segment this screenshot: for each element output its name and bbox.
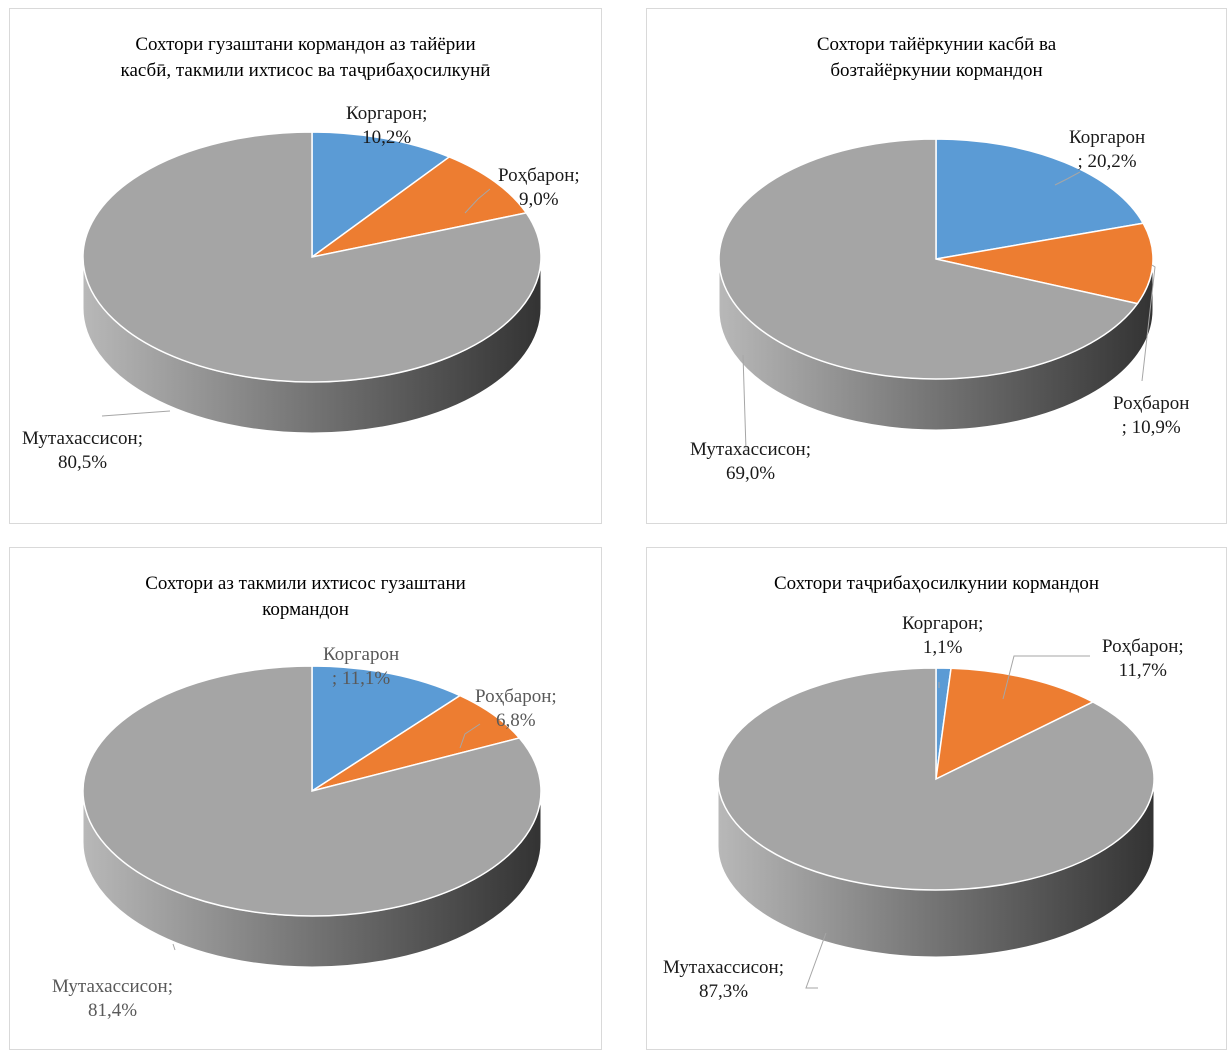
slice-specialists bbox=[82, 131, 542, 383]
chart-title: Сохтори тайёркунии касбӣ ва бозтайёркуни… bbox=[647, 32, 1226, 84]
slice-managers bbox=[935, 667, 1095, 781]
data-label-specialists: Мутахассисон; 69,0% bbox=[690, 439, 811, 484]
data-label-workers: Коргарон; 10,2% bbox=[346, 103, 428, 148]
data-label-specialists: Мутахассисон; 80,5% bbox=[22, 428, 143, 473]
chart-title-line-1: Сохтори таҷрибаҳосилкунии кормандон bbox=[773, 573, 1100, 594]
data-label-workers: Коргарон; 11,1% bbox=[323, 644, 400, 689]
chart-title-line-1: Сохтори тайёркунии касбӣ ва bbox=[816, 34, 1057, 55]
slice-workers bbox=[311, 131, 451, 259]
leader-line bbox=[101, 410, 171, 417]
chart-title: Сохтори таҷрибаҳосилкунии кормандон bbox=[647, 571, 1226, 597]
pie-chart-panel-4: Сохтори таҷрибаҳосилкунии кормандон Корг… bbox=[646, 547, 1227, 1050]
data-label-managers: Роҳбарон; 9,0% bbox=[498, 165, 580, 210]
pie-chart-svg bbox=[717, 655, 1155, 989]
leader-line bbox=[805, 932, 827, 989]
leader-line bbox=[1141, 264, 1156, 382]
data-label-workers: Коргарон; 20,2% bbox=[1069, 127, 1146, 172]
pie-chart-panel-2: Сохтори тайёркунии касбӣ ва бозтайёркуни… bbox=[646, 8, 1227, 524]
slice-specialists bbox=[82, 665, 542, 917]
slice-specialists bbox=[718, 138, 1139, 380]
leader-line bbox=[464, 188, 491, 214]
pie-chart-panel-1: Сохтори гузаштани кормандон аз тайёрии к… bbox=[9, 8, 602, 524]
chart-title-line-2: кормандон bbox=[262, 599, 349, 620]
pie-chart-svg bbox=[718, 138, 1156, 451]
data-label-specialists: Мутахассисон; 87,3% bbox=[663, 957, 784, 1002]
slice-workers bbox=[311, 665, 462, 793]
chart-title-line-2: касбӣ, такмили ихтисос ва таҷрибаҳосилку… bbox=[120, 60, 491, 81]
pie-chart-svg bbox=[82, 131, 542, 434]
chart-title-line-1: Сохтори аз такмили ихтисос гузаштани bbox=[145, 573, 466, 594]
chart-title-line-1: Сохтори гузаштани кормандон аз тайёрии bbox=[135, 34, 476, 55]
leader-line bbox=[459, 723, 481, 749]
data-label-workers: Коргарон; 1,1% bbox=[902, 613, 984, 658]
slice-managers bbox=[311, 156, 528, 258]
chart-title: Сохтори гузаштани кормандон аз тайёрии к… bbox=[10, 32, 601, 84]
chart-title: Сохтори аз такмили ихтисос гузаштани кор… bbox=[10, 571, 601, 623]
leader-line bbox=[1002, 655, 1090, 700]
slice-specialists bbox=[717, 667, 1155, 891]
pie-chart-panel-3: Сохтори аз такмили ихтисос гузаштани кор… bbox=[9, 547, 602, 1050]
pie-chart-svg bbox=[82, 665, 542, 968]
chart-title-line-2: бозтайёркунии кормандон bbox=[830, 60, 1043, 81]
data-label-managers: Роҳбарон; 6,8% bbox=[475, 686, 557, 731]
data-label-managers: Роҳбарон; 11,7% bbox=[1102, 636, 1184, 681]
slice-workers bbox=[935, 138, 1145, 260]
leader-line bbox=[1054, 171, 1081, 186]
data-label-managers: Роҳбарон; 10,9% bbox=[1113, 393, 1190, 438]
leader-line bbox=[172, 943, 176, 951]
data-label-specialists: Мутахассисон; 81,4% bbox=[52, 976, 173, 1021]
leader-line bbox=[742, 354, 747, 451]
slice-managers bbox=[935, 222, 1154, 305]
